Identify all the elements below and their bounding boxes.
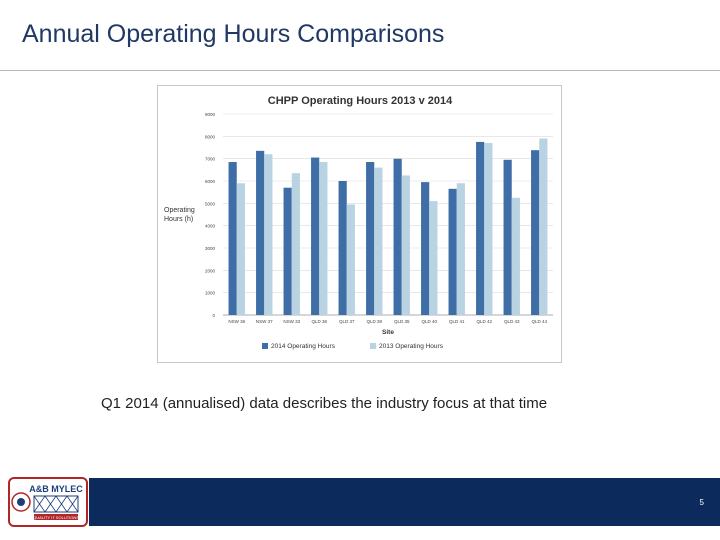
y-tick-label: 3000: [205, 246, 216, 251]
bar-2014: [366, 162, 375, 315]
x-tick-label: QLD 43: [504, 319, 520, 324]
chart-image: CHPP Operating Hours 2013 v 2014 0 1000 200…: [157, 85, 562, 363]
legend-label: 2014 Operating Hours: [271, 343, 336, 350]
bar-2013: [319, 162, 328, 315]
bar-2013: [401, 175, 410, 315]
bar-2013: [484, 143, 493, 315]
page-title: Annual Operating Hours Comparisons: [22, 20, 445, 48]
title-divider: [0, 70, 720, 71]
bar-2013: [511, 197, 520, 315]
x-tick-label: QLD 41: [449, 319, 465, 324]
x-tick-label: QLD 42: [476, 319, 492, 324]
x-tick-label: QLD 36: [311, 319, 327, 324]
page-number: 5: [699, 498, 704, 507]
bar-2014: [256, 150, 265, 315]
x-tick-label: QLD 44: [531, 319, 547, 324]
slide-caption: Q1 2014 (annualised) data describes the …: [101, 395, 548, 412]
y-tick-label: 0: [212, 313, 215, 318]
x-tick-label: NSW 36: [228, 319, 245, 324]
y-tick-label: 7000: [205, 157, 216, 162]
y-tick-label: 9000: [205, 112, 216, 117]
bar-2014: [393, 158, 402, 315]
bar-2014: [531, 150, 540, 315]
bar-2014: [311, 157, 320, 315]
chart-bars: [228, 138, 548, 315]
x-axis-label: Site: [382, 329, 394, 336]
bar-2014: [421, 182, 430, 315]
x-tick-label: QLD 40: [421, 319, 437, 324]
x-tick-label: QLD 35: [394, 319, 410, 324]
y-tick-label: 5000: [205, 201, 216, 206]
bar-2013: [539, 138, 548, 315]
bar-2014: [338, 181, 347, 315]
footer-band: 5: [89, 478, 720, 526]
bar-2013: [374, 167, 383, 315]
bar-2014: [476, 141, 485, 315]
bar-2013: [291, 173, 300, 315]
chart-labels: CHPP Operating Hours 2013 v 2014 0 1000 200…: [164, 95, 547, 350]
legend-swatch: [370, 343, 376, 349]
y-tick-label: 6000: [205, 179, 216, 184]
x-tick-label: NSW 33: [283, 319, 300, 324]
bar-2014: [283, 187, 292, 315]
svg-text:QUALITY IT SOLUTIONS: QUALITY IT SOLUTIONS: [33, 515, 79, 520]
chart-title: CHPP Operating Hours 2013 v 2014: [268, 95, 453, 107]
bar-2013: [264, 154, 273, 315]
x-tick-label: NSW 37: [256, 319, 273, 324]
legend-label: 2013 Operating Hours: [379, 343, 444, 350]
y-tick-label: 1000: [205, 291, 216, 296]
y-tick-label: 2000: [205, 268, 216, 273]
y-tick-label: 8000: [205, 134, 216, 139]
y-axis-label: Operating Hours (h): [164, 207, 195, 223]
bar-2014: [228, 162, 237, 315]
x-tick-label: QLD 37: [339, 319, 355, 324]
chart-grid: [223, 113, 553, 316]
bar-2013: [346, 204, 355, 315]
bar-chart: CHPP Operating Hours 2013 v 2014 0 1000 200…: [164, 95, 553, 350]
svg-text:A&B MYLEC: A&B MYLEC: [29, 484, 83, 494]
company-logo: A&B MYLEC QUALITY IT SOLUTIONS: [8, 477, 88, 527]
y-tick-label: 4000: [205, 224, 216, 229]
bar-2014: [448, 188, 457, 315]
legend-swatch: [262, 343, 268, 349]
x-tick-label: QLD 38: [366, 319, 382, 324]
bar-2013: [456, 183, 465, 315]
bar-2013: [236, 183, 245, 315]
bar-2014: [503, 159, 512, 315]
bar-2013: [429, 201, 438, 315]
